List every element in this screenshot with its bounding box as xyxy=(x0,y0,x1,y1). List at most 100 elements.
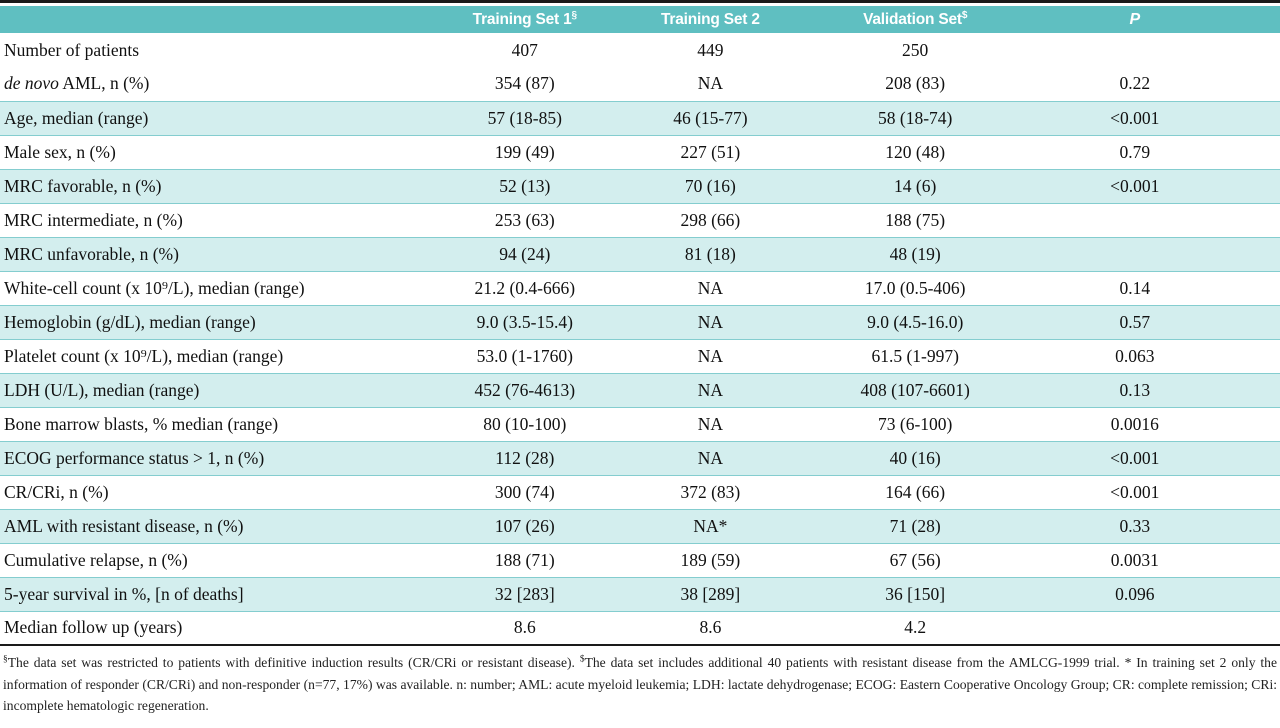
value-cell-validation-set: 188 (75) xyxy=(885,209,946,230)
value-cell-training-set-1: 253 (63) xyxy=(494,209,555,230)
table-row: MRC favorable, n (%) 52 (13) 70 (16) 14 (6)… xyxy=(0,169,1280,203)
table-row: CR/CRi, n (%) 300 (74) 372 (83) 164 (66) <0.… xyxy=(0,475,1280,509)
table-body: Number of patients 407 449 250 de novo AML, … xyxy=(0,33,1280,645)
column-header-p-value: P xyxy=(1049,6,1280,33)
row-label: MRC intermediate, n (%) xyxy=(4,209,183,230)
p-value-cell: <0.001 xyxy=(1110,447,1160,468)
p-value-cell: 0.22 xyxy=(1119,73,1151,94)
value-cell-training-set-2: 70 (16) xyxy=(684,175,736,196)
footnote-marker: $ xyxy=(961,9,968,21)
value-cell-training-set-2: 46 (15-77) xyxy=(673,107,748,128)
value-cell-validation-set: 67 (56) xyxy=(889,549,941,570)
row-label: ECOG performance status > 1, n (%) xyxy=(4,447,265,468)
p-value-cell: 0.57 xyxy=(1119,311,1151,332)
table-row: Male sex, n (%) 199 (49) 227 (51) 120 (48) 0… xyxy=(0,135,1280,169)
value-cell-validation-set: 9.0 (4.5-16.0) xyxy=(867,311,964,332)
p-value-cell: <0.001 xyxy=(1110,175,1160,196)
table-top-rule xyxy=(0,0,1280,3)
value-cell-validation-set: 14 (6) xyxy=(894,175,937,196)
footnote-marker: $ xyxy=(579,654,585,665)
p-value-cell xyxy=(1050,237,1280,271)
value-cell-training-set-1: 112 (28) xyxy=(495,447,555,468)
row-label-italic-part: de novo xyxy=(4,73,59,94)
table-row: Platelet count (x 10⁹/L), median (range)… xyxy=(0,339,1280,373)
value-cell-validation-set: 208 (83) xyxy=(885,73,946,94)
value-cell-validation-set: 17.0 (0.5-406) xyxy=(864,277,966,298)
value-cell-training-set-1: 52 (13) xyxy=(499,175,551,196)
row-label: Bone marrow blasts, % median (range) xyxy=(4,413,279,434)
table-row: Bone marrow blasts, % median (range) 80 (… xyxy=(0,407,1280,441)
value-cell-training-set-2: 81 (18) xyxy=(684,243,736,264)
row-label: 5-year survival in %, [n of deaths] xyxy=(4,583,244,604)
value-cell-training-set-2: 189 (59) xyxy=(680,549,741,570)
table-row: Hemoglobin (g/dL), median (range) 9.0 (3.… xyxy=(0,305,1280,339)
value-cell-validation-set: 164 (66) xyxy=(885,481,946,502)
row-label: Number of patients xyxy=(4,39,140,60)
value-cell-training-set-1: 188 (71) xyxy=(494,549,555,570)
table-row: Median follow up (years) 8.6 8.6 4.2 xyxy=(0,611,1280,645)
footnote-text: The data set includes additional 40 pati… xyxy=(3,655,1277,713)
row-label: MRC favorable, n (%) xyxy=(4,175,162,196)
p-value-cell xyxy=(1050,203,1280,237)
column-header-validation-set: Validation Set$ xyxy=(780,6,1050,33)
value-cell-training-set-1: 9.0 (3.5-15.4) xyxy=(476,311,573,332)
p-value-cell xyxy=(1050,611,1280,645)
table-row: AML with resistant disease, n (%) 107 (26… xyxy=(0,509,1280,543)
row-label: AML with resistant disease, n (%) xyxy=(4,515,244,536)
value-cell-training-set-1: 354 (87) xyxy=(494,73,555,94)
value-cell-training-set-1: 80 (10-100) xyxy=(483,413,567,434)
p-value-cell: 0.096 xyxy=(1115,583,1155,604)
p-value-cell: 0.33 xyxy=(1119,515,1151,536)
value-cell-training-set-1: 452 (76-4613) xyxy=(474,379,576,400)
value-cell-validation-set: 120 (48) xyxy=(885,141,946,162)
row-label: Median follow up (years) xyxy=(4,617,183,638)
footnote: §The data set was restricted to patients… xyxy=(0,652,1280,717)
value-cell-validation-set: 408 (107-6601) xyxy=(860,379,970,400)
header-row: Training Set 1§ Training Set 2 Validatio… xyxy=(0,6,1280,33)
value-cell-validation-set: 40 (16) xyxy=(889,447,941,468)
p-value-cell: <0.001 xyxy=(1110,107,1160,128)
row-label: White-cell count (x 10⁹/L), median (rang… xyxy=(4,277,305,298)
column-header-label: P xyxy=(1129,10,1141,28)
value-cell-training-set-1: 407 xyxy=(511,39,538,60)
value-cell-training-set-1: 199 (49) xyxy=(494,141,555,162)
value-cell-training-set-2: 8.6 xyxy=(699,617,722,638)
column-header-training-set-1: Training Set 1§ xyxy=(409,6,640,33)
table-row: Age, median (range) 57 (18-85) 46 (15-77) 5… xyxy=(0,101,1280,135)
value-cell-training-set-2: NA xyxy=(697,73,724,94)
value-cell-validation-set: 4.2 xyxy=(904,617,927,638)
p-value-cell: 0.063 xyxy=(1115,345,1155,366)
value-cell-training-set-2: 298 (66) xyxy=(680,209,741,230)
footnote-text: The data set was restricted to patients … xyxy=(7,655,580,670)
value-cell-training-set-1: 8.6 xyxy=(513,617,536,638)
value-cell-training-set-2: NA xyxy=(697,345,724,366)
table-row: MRC intermediate, n (%) 253 (63) 298 (66) 1… xyxy=(0,203,1280,237)
value-cell-training-set-2: 372 (83) xyxy=(680,481,741,502)
value-cell-training-set-1: 107 (26) xyxy=(494,515,555,536)
table-row: White-cell count (x 10⁹/L), median (rang… xyxy=(0,271,1280,305)
value-cell-validation-set: 71 (28) xyxy=(889,515,941,536)
table-header: Training Set 1§ Training Set 2 Validatio… xyxy=(0,6,1280,33)
value-cell-validation-set: 61.5 (1-997) xyxy=(871,345,959,366)
value-cell-validation-set: 58 (18-74) xyxy=(878,107,953,128)
value-cell-training-set-2: 227 (51) xyxy=(680,141,741,162)
p-value-cell: <0.001 xyxy=(1110,481,1160,502)
row-label: Cumulative relapse, n (%) xyxy=(4,549,188,570)
value-cell-training-set-2: NA xyxy=(697,447,724,468)
row-label: Hemoglobin (g/dL), median (range) xyxy=(4,311,256,332)
column-header-training-set-2: Training Set 2 xyxy=(639,6,781,33)
value-cell-training-set-1: 94 (24) xyxy=(499,243,551,264)
value-cell-training-set-2: 449 xyxy=(697,39,724,60)
table-row: MRC unfavorable, n (%) 94 (24) 81 (18) 48 (… xyxy=(0,237,1280,271)
value-cell-training-set-2: NA xyxy=(697,311,724,332)
row-label: MRC unfavorable, n (%) xyxy=(4,243,179,264)
row-label: Male sex, n (%) xyxy=(4,141,116,162)
row-label: Age, median (range) xyxy=(4,107,149,128)
p-value-cell: 0.0016 xyxy=(1110,413,1159,434)
footnote-marker: § xyxy=(3,654,8,665)
table-row: Cumulative relapse, n (%) 188 (71) 189 (59… xyxy=(0,543,1280,577)
row-label: de novo AML, n (%) xyxy=(4,73,150,94)
p-value-cell: 0.79 xyxy=(1119,141,1151,162)
p-value-cell: 0.0031 xyxy=(1110,549,1159,570)
